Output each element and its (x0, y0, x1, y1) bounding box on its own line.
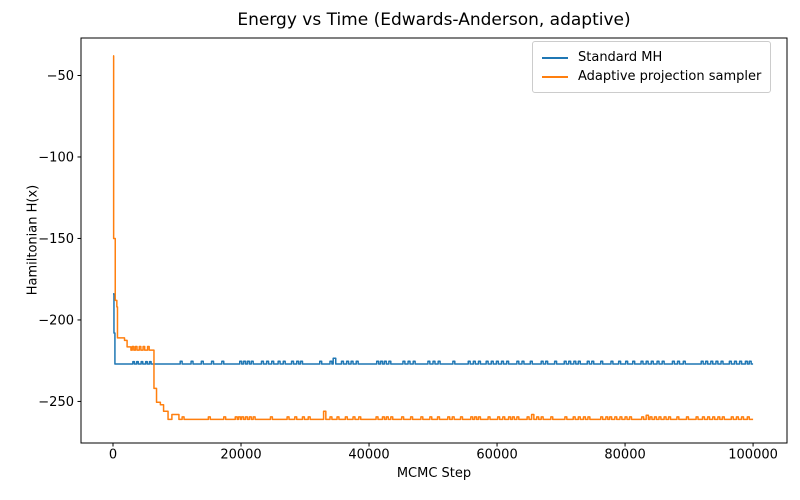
y-tick-label: −50 (47, 69, 74, 84)
legend-line-sample-adaptive-projection (542, 75, 568, 78)
x-tick-label: 0 (109, 448, 117, 463)
x-tick-label: 100000 (728, 448, 778, 463)
legend-label-adaptive-projection: Adaptive projection sampler (578, 69, 762, 84)
y-tick-label: −150 (38, 232, 74, 247)
y-tick-label: −200 (38, 313, 74, 328)
axes-frame (80, 37, 788, 444)
x-tick-label: 40000 (348, 448, 389, 463)
x-tick-label: 80000 (604, 448, 645, 463)
chart-title: Energy vs Time (Edwards-Anderson, adapti… (237, 10, 631, 30)
y-tick-label: −250 (38, 395, 74, 410)
series-line-standard-mh (113, 293, 754, 365)
legend-item-adaptive-projection: Adaptive projection sampler (542, 67, 761, 86)
y-tick-label: −100 (38, 150, 74, 165)
legend-item-standard-mh: Standard MH (542, 48, 761, 67)
legend-line-sample-standard-mh (542, 56, 568, 59)
series-line-adaptive-projection-sampler (112, 55, 754, 421)
legend-label-standard-mh: Standard MH (578, 50, 663, 65)
x-tick-label: 20000 (220, 448, 261, 463)
x-tick-label: 60000 (476, 448, 517, 463)
legend: Standard MH Adaptive projection sampler (532, 41, 772, 93)
x-axis-label: MCMC Step (396, 466, 472, 481)
